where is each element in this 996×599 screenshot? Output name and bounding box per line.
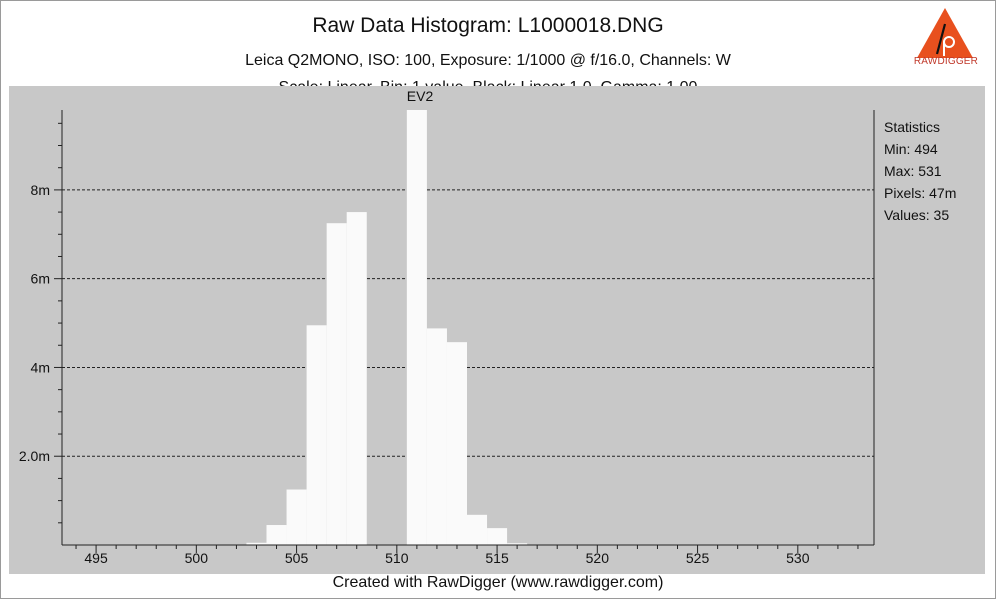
- histogram-bar: [507, 543, 528, 545]
- histogram-bar: [466, 514, 488, 545]
- logo-text: RAWDIGGER: [913, 56, 979, 67]
- statistics-max: Max: 531: [884, 163, 942, 179]
- histogram-bar: [306, 325, 327, 545]
- statistics-pixels: Pixels: 47m: [884, 185, 957, 201]
- y-tick-label: 2.0m: [19, 448, 50, 464]
- grid-layer: [62, 189, 874, 457]
- y-tick-label: 4m: [31, 359, 50, 375]
- histogram-bar: [326, 223, 347, 545]
- rawdigger-logo-icon: [917, 8, 973, 58]
- x-tick-label: 505: [285, 550, 309, 566]
- x-tick-label: 495: [84, 550, 108, 566]
- histogram-bar: [346, 212, 367, 545]
- x-tick-label: 520: [586, 550, 610, 566]
- histogram-bar: [406, 110, 427, 545]
- x-tick-label: 510: [385, 550, 409, 566]
- footer-credit: Created with RawDigger (www.rawdigger.co…: [332, 574, 664, 591]
- x-tick-label: 500: [185, 550, 209, 566]
- chart-title: Raw Data Histogram: L1000018.DNG: [312, 14, 664, 37]
- bar-layer: [246, 110, 548, 545]
- y-tick-label: 6m: [31, 271, 50, 287]
- plot-panel: [9, 86, 985, 574]
- y-tick-label: 8m: [31, 182, 50, 198]
- statistics-min: Min: 494: [884, 141, 938, 157]
- histogram-bar: [487, 528, 508, 545]
- histogram-bar: [266, 525, 287, 545]
- chart-subtitle: Leica Q2MONO, ISO: 100, Exposure: 1/1000…: [245, 52, 731, 69]
- x-tick-label: 515: [485, 550, 509, 566]
- x-tick-label: 525: [686, 550, 710, 566]
- statistics-heading: Statistics: [884, 119, 941, 135]
- statistics-values: Values: 35: [884, 207, 950, 223]
- x-tick-label: 530: [786, 550, 810, 566]
- histogram-bar: [446, 342, 467, 545]
- chart-subtitle-secondary: Scale: Linear, Bin: 1 value, Black: Line…: [0, 80, 976, 87]
- histogram-bar: [426, 328, 447, 545]
- ev2-marker-label: EV2: [406, 88, 434, 104]
- histogram-bar: [246, 542, 267, 545]
- statistics-panel: Statistics Min: 494 Max: 531 Pixels: 47m…: [884, 116, 956, 226]
- histogram-bar: [286, 489, 307, 545]
- axis-layer: 2.0m 4m 6m 8m 495 500 505 510 515 520 525 530: [19, 110, 875, 566]
